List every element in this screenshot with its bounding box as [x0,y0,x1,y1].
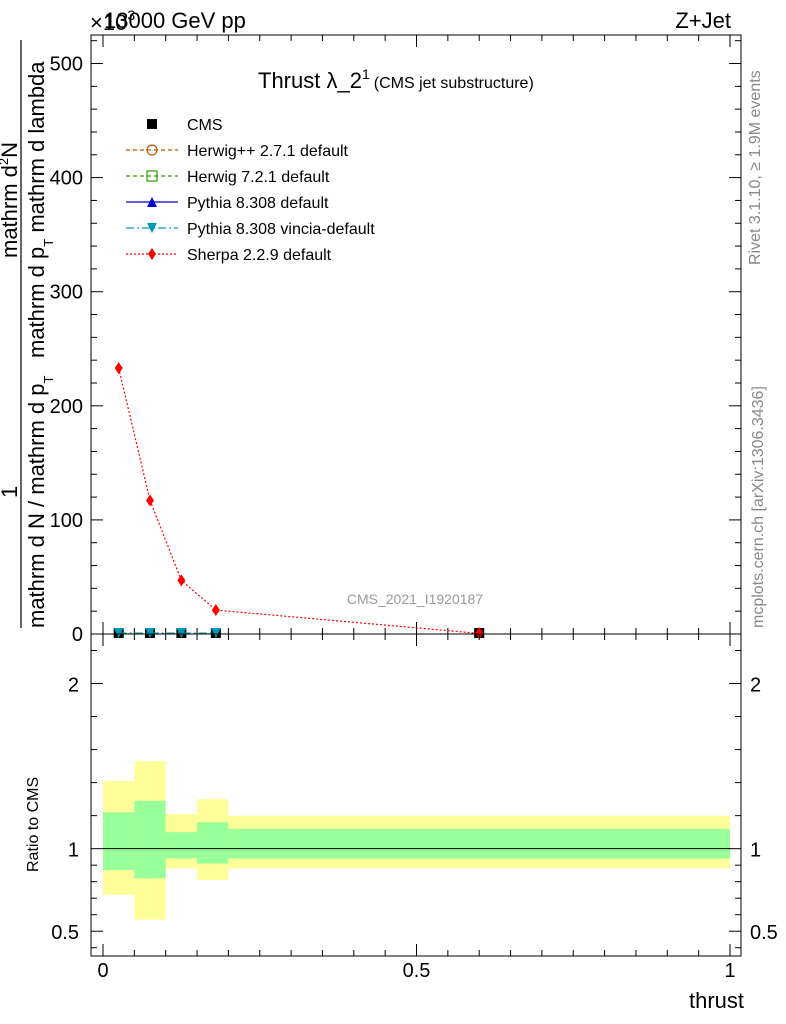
legend-marker [148,248,156,260]
legend-label: Herwig++ 2.7.1 default [187,143,349,160]
ratio-y-tick-label-right: 0.5 [750,922,778,944]
data-point-vincia [145,628,156,638]
main-panel: 0 100 200 300 400 500 Thrust λ_21(CMS jet sub… [0,34,742,646]
ratio-x-tick-label: 1 [724,960,735,982]
ratio-band-inner [165,832,198,859]
data-point-vincia [210,628,221,638]
ratio-band-inner [103,812,135,871]
legend-label: Herwig 7.2.1 default [187,169,330,186]
main-series-layer [113,362,485,639]
ylabel-prefix-one: 1 [0,486,22,498]
ylabel-prefix-denominator: mathrm d N / mathrm d pT [24,375,56,628]
legend-item-vincia: Pythia 8.308 vincia-default [126,221,375,238]
legend-marker [147,119,157,129]
ratio-axis-ticks [91,634,741,956]
main-y-tick-label: 300 [50,282,83,304]
main-y-tick-labels: 0 100 200 300 400 500 [50,54,83,646]
data-point-vincia [113,628,124,638]
data-point-vincia [176,628,187,638]
legend-marker [146,170,158,182]
ratio-x-tick-label: 0.5 [403,960,431,982]
process-label: Z+Jet [675,8,731,33]
legend-item-herwigpp: Herwig++ 2.7.1 default [126,143,349,160]
exponent-label: ×103 [90,7,135,35]
analysis-watermark: CMS_2021_I1920187 [347,591,483,607]
ratio-x-tick-label: 0 [97,960,108,982]
series-vincia [113,628,221,638]
data-point-sherpa [114,362,123,375]
legend-label: Sherpa 2.2.9 default [187,247,332,264]
ratio-y-axis-label: Ratio to CMS [25,777,42,872]
ratio-frame [90,633,742,957]
legend: CMS Herwig++ 2.7.1 default Herwig 7.2.1 de… [126,117,375,264]
mcplots-url-label: mcplots.cern.ch [arXiv:1306.3436] [750,386,767,628]
data-point-sherpa [475,627,484,639]
ratio-y-tick-label: 2 [68,675,79,697]
legend-item-pythia: Pythia 8.308 default [126,195,329,212]
legend-item-cms: CMS [147,117,223,134]
ratio-panel: 0.5 0.51 12 2 0 0.5 1 Ratio to CMS thrust [25,633,778,1013]
main-title: Thrust λ_21(CMS jet substructure) [258,66,534,93]
ratio-band-inner [134,800,166,879]
legend-marker [147,197,157,207]
beam-energy-label: 13000 GeV pp [104,8,246,33]
ratio-band-inner [197,822,229,864]
ratio-y-tick-label: 0.5 [51,922,79,944]
data-point-sherpa [177,574,186,587]
ratio-y-tick-label-right: 2 [750,675,761,697]
legend-label: Pythia 8.308 vincia-default [187,221,375,238]
legend-marker [147,223,157,233]
legend-label: CMS [187,117,223,134]
series-sherpa [114,362,484,639]
ratio-y-tick-label: 1 [68,840,79,862]
ratio-band-inner [228,828,730,859]
ratio-x-tick-labels: 0 0.5 1 [97,960,735,982]
x-axis-label: thrust [689,988,744,1013]
main-y-tick-label: 400 [50,168,83,190]
ratio-bands [103,761,730,920]
legend-label: Pythia 8.308 default [187,195,329,212]
ratio-y-tick-labels: 0.5 0.5 1 1 2 2 [51,675,778,945]
main-y-tick-label: 500 [50,54,83,76]
legend-item-sherpa: Sherpa 2.2.9 default [126,247,332,264]
data-point-sherpa [211,604,220,617]
legend-marker [146,144,158,156]
ylabel-denominator: mathrm d pT mathrm d lambda [24,61,56,358]
data-point-sherpa [146,494,155,507]
main-y-axis-label: 1 mathrm d2N mathrm d N / mathrm d pT ma… [0,40,56,628]
main-y-tick-label: 0 [72,624,83,646]
legend-item-herwig7: Herwig 7.2.1 default [126,169,330,186]
main-y-tick-label: 200 [50,396,83,418]
rivet-version-label: Rivet 3.1.10, ≥ 1.9M events [747,70,764,265]
ylabel-numerator: mathrm d2N [0,142,22,258]
main-y-tick-label: 100 [50,510,83,532]
ratio-y-tick-label-right: 1 [750,840,761,862]
